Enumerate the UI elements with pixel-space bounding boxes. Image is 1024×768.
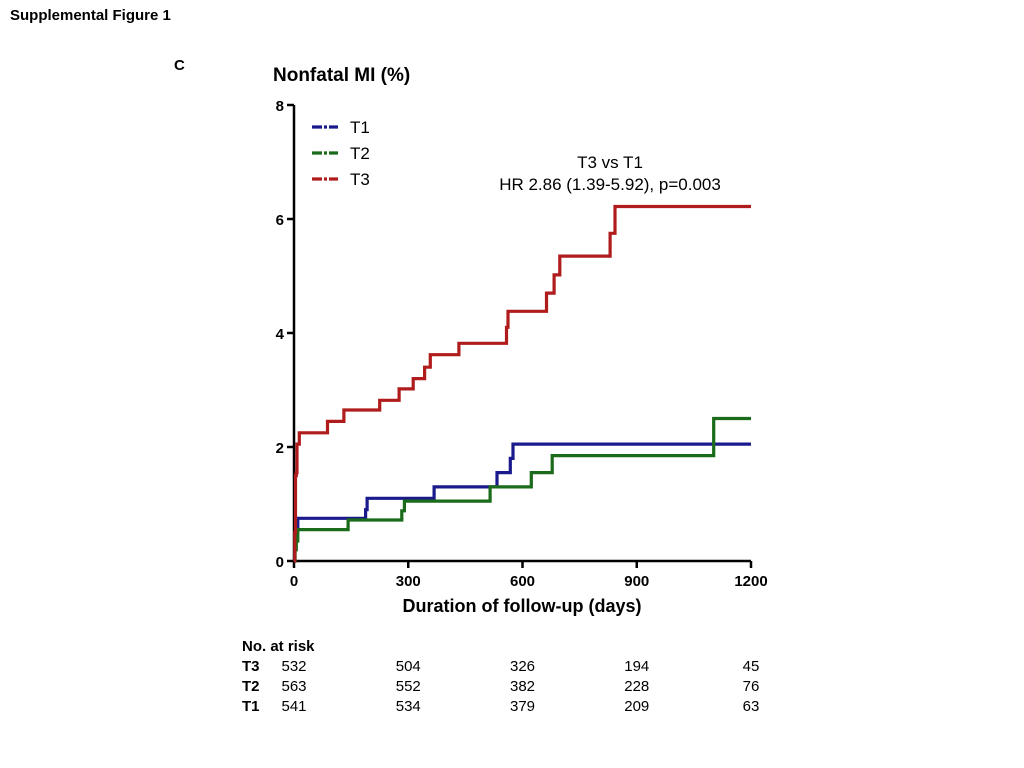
risk-count: 532 [281, 658, 307, 675]
hr-annotation-line-1: T3 vs T1 [577, 153, 643, 172]
chart-title: Nonfatal MI (%) [273, 65, 410, 86]
x-axis-label: Duration of follow-up (days) [403, 596, 642, 616]
risk-count: 563 [281, 678, 307, 695]
risk-count: 504 [395, 658, 421, 675]
series-line-t1 [293, 442, 751, 563]
figure-title: Supplemental Figure 1 [10, 7, 171, 24]
risk-count: 63 [742, 698, 760, 715]
x-tick-label: 900 [624, 573, 649, 590]
risk-count: 45 [742, 658, 760, 675]
risk-count: 194 [624, 658, 650, 675]
y-tick-label: 6 [276, 212, 284, 229]
risk-count: 326 [509, 658, 536, 675]
y-tick-label: 2 [276, 440, 284, 457]
y-tick-label: 0 [276, 554, 284, 571]
kaplan-meier-chart: Nonfatal MI (%) 0 2 4 6 8 0 300 600 900 1200 T1 T2… [273, 65, 768, 616]
risk-row-label: T3 [242, 658, 260, 675]
y-tick-label: 4 [276, 326, 285, 343]
x-tick-label: 300 [396, 573, 421, 590]
risk-count: 228 [624, 678, 650, 695]
series-line-t3 [293, 204, 751, 563]
risk-table-header: No. at risk [242, 638, 315, 655]
x-tick-label: 600 [510, 573, 535, 590]
risk-count: 552 [395, 678, 421, 695]
risk-row-label: T1 [242, 698, 260, 715]
risk-row-label: T2 [242, 678, 260, 695]
risk-count: 541 [281, 698, 307, 715]
risk-count: 534 [395, 698, 421, 715]
series-line-t2 [293, 416, 751, 563]
panel-label: C [174, 57, 185, 74]
hr-annotation-line-2: HR 2.86 (1.39-5.92), p=0.003 [499, 175, 721, 194]
risk-count: 76 [742, 678, 760, 695]
legend-label-t3: T3 [350, 170, 370, 189]
legend-label-t1: T1 [350, 118, 370, 137]
risk-count: 379 [509, 698, 536, 715]
risk-count: 382 [509, 678, 536, 695]
legend-label-t2: T2 [350, 144, 370, 163]
x-tick-label: 1200 [734, 573, 767, 590]
x-tick-label: 0 [290, 573, 298, 590]
y-tick-label: 8 [276, 98, 284, 115]
risk-count: 209 [624, 698, 650, 715]
